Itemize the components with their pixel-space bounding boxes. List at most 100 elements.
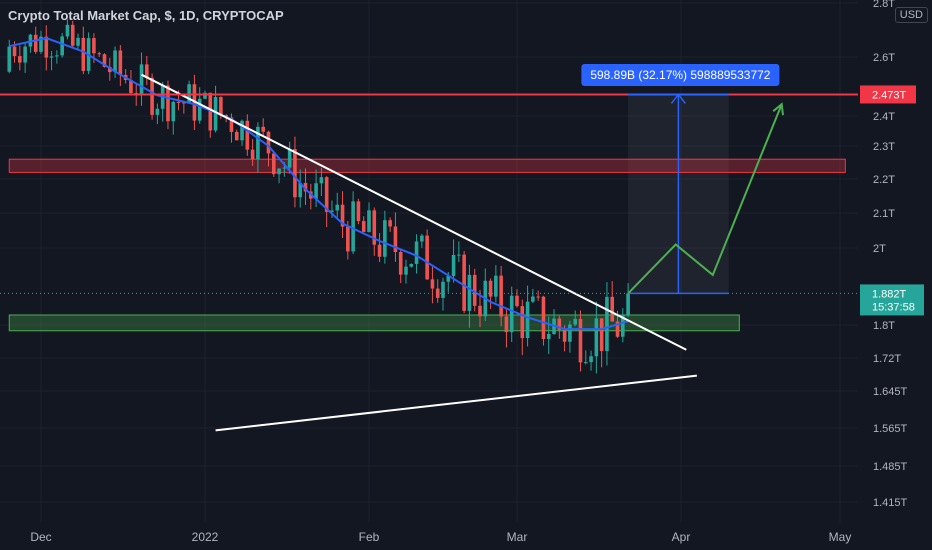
candle-body xyxy=(557,318,562,330)
candle-body xyxy=(81,37,86,71)
candle-body xyxy=(18,56,22,63)
candle-body xyxy=(621,314,625,337)
candle-body xyxy=(504,316,509,333)
candle-body xyxy=(457,254,461,256)
candle-body xyxy=(39,36,43,52)
candle-body xyxy=(573,318,577,325)
candle-body xyxy=(33,34,38,52)
candle-body xyxy=(393,226,398,253)
candle-body xyxy=(388,220,392,227)
y-tick-label: 2.8T xyxy=(873,0,895,10)
y-tick-label: 2.2T xyxy=(873,174,895,186)
candle-body xyxy=(234,131,239,141)
candle-body xyxy=(330,210,334,212)
y-tick-label: 1.415T xyxy=(873,497,908,509)
candle-body xyxy=(277,168,281,175)
x-tick-label: Mar xyxy=(507,530,528,544)
candle-body xyxy=(324,177,329,212)
candle-body xyxy=(610,296,615,322)
candle-body xyxy=(303,182,308,192)
candle-body xyxy=(420,235,424,242)
candle-body xyxy=(240,120,244,141)
candle-body xyxy=(55,55,59,57)
candle-body xyxy=(509,295,514,333)
candle-body xyxy=(171,101,176,122)
candle-body xyxy=(372,210,377,245)
candle-body xyxy=(383,220,387,257)
candle-body xyxy=(435,288,440,298)
candle-body xyxy=(340,204,345,227)
candle-body xyxy=(70,24,75,46)
x-tick-label: Feb xyxy=(359,530,380,544)
y-tick-label: 2.1T xyxy=(873,208,895,220)
candle-body xyxy=(49,56,54,58)
currency-button[interactable]: USD xyxy=(894,7,928,23)
candle-body xyxy=(398,252,403,275)
candle-body xyxy=(213,97,218,131)
candle-body xyxy=(488,280,493,297)
candle-body xyxy=(176,101,181,103)
moving-average-line xyxy=(9,37,629,331)
x-tick-label: May xyxy=(829,530,852,544)
candle-body xyxy=(351,201,355,252)
candle-body xyxy=(446,275,451,282)
overlays: 598.89B (32.17%) 598889533772 xyxy=(0,37,858,432)
candle-body xyxy=(626,293,630,315)
candle-body xyxy=(404,266,408,275)
candle-body xyxy=(23,46,27,63)
candle-body xyxy=(594,318,599,357)
candle-body xyxy=(266,131,271,154)
y-tick-label: 1.72T xyxy=(873,353,901,365)
candle-body xyxy=(261,126,265,132)
candle-body xyxy=(271,153,276,175)
candle-body xyxy=(92,38,96,54)
y-tick-label: 1.8T xyxy=(873,320,895,332)
candle-body xyxy=(12,46,17,57)
candle-body xyxy=(282,167,287,169)
candle-body xyxy=(536,296,540,298)
candle-body xyxy=(494,275,498,297)
resistance-price-label: 2.473T xyxy=(872,89,907,101)
candle-body xyxy=(361,221,366,232)
candle-body xyxy=(208,92,213,131)
candle-body xyxy=(166,85,170,122)
candle-body xyxy=(346,226,350,252)
candle-body xyxy=(182,102,186,104)
candle-body xyxy=(568,324,572,342)
candle-body xyxy=(589,356,593,363)
candle-body xyxy=(102,54,107,67)
candle-body xyxy=(599,318,604,352)
candle-body xyxy=(287,149,292,168)
candle-body xyxy=(245,120,250,150)
axes: 2.8T 2.6T 2.4T 2.3T 2.2T 2.1T 2T 1.8T 1.72T 1.645… xyxy=(30,0,924,544)
candle-body xyxy=(335,204,340,211)
y-tick-label: 2.6T xyxy=(873,52,895,64)
candle-body xyxy=(219,97,223,116)
candle-body xyxy=(525,301,530,339)
candles xyxy=(7,19,630,374)
x-tick-label: 2022 xyxy=(192,530,219,544)
candle-body xyxy=(7,46,12,72)
candle-body xyxy=(451,254,456,276)
candle-body xyxy=(150,77,154,115)
candle-body xyxy=(97,53,101,55)
candle-body xyxy=(414,241,419,264)
candle-body xyxy=(113,50,117,73)
candle-body xyxy=(462,254,466,311)
candle-body xyxy=(356,201,361,222)
candle-body xyxy=(515,295,519,307)
candle-body xyxy=(409,263,414,267)
candle-body xyxy=(293,149,297,198)
candle-body xyxy=(583,362,588,364)
candle-body xyxy=(531,296,535,302)
current-price-tag xyxy=(860,284,924,316)
candle-body xyxy=(229,117,234,132)
resistance-price-tag xyxy=(860,85,916,104)
candle-body xyxy=(472,274,477,306)
candle-body xyxy=(129,79,133,94)
x-tick-label: Apr xyxy=(672,530,691,544)
y-tick-label: 1.565T xyxy=(873,423,908,435)
candle-body xyxy=(298,182,303,198)
candle-body xyxy=(367,210,371,232)
